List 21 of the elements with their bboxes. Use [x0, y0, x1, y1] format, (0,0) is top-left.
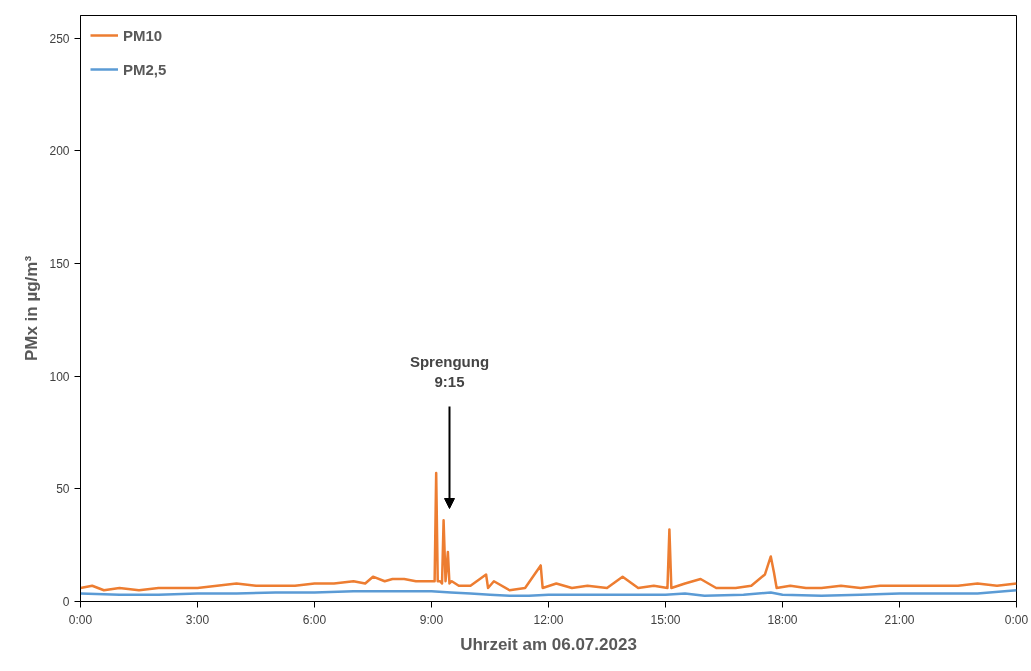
x-tick-label: 18:00 [767, 612, 798, 627]
y-tick-label: 150 [49, 256, 70, 271]
x-tick-label: 15:00 [650, 612, 681, 627]
x-tick-label: 0:00 [68, 612, 93, 627]
x-tick-label: 3:00 [185, 612, 210, 627]
legend-label: PM2,5 [123, 60, 167, 78]
line-series [80, 471, 1017, 592]
legend-label: PM10 [123, 26, 163, 44]
x-tick-label: 0:00 [1004, 612, 1029, 627]
y-axis-title: PMx in µg/m³ [22, 255, 42, 362]
x-axis-title: Uhrzeit am 06.07.2023 [460, 634, 637, 654]
x-tick-label: 9:00 [419, 612, 444, 627]
x-tick-label: 21:00 [884, 612, 915, 627]
annotation: Sprengung 9:15 [409, 352, 490, 390]
y-tick-label: 100 [49, 369, 70, 384]
x-tick-label: 6:00 [302, 612, 327, 627]
y-tick-label: 200 [49, 144, 70, 159]
y-tick-label: 0 [62, 595, 70, 609]
y-tick-label: 50 [56, 482, 70, 497]
x-tick-label: 12:00 [533, 612, 564, 627]
y-tick-label: 250 [49, 31, 70, 46]
